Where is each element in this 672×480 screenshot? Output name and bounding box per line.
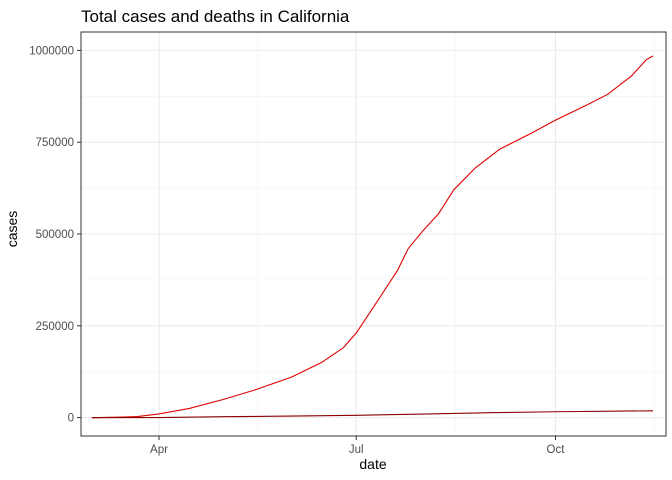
- x-tick-label: Apr: [150, 444, 168, 456]
- y-tick-label: 500000: [36, 229, 74, 241]
- series-layer: [91, 55, 654, 419]
- x-tick-label: Jul: [349, 444, 364, 456]
- x-tick-label: Oct: [547, 444, 566, 456]
- chart-title: Total cases and deaths in California: [81, 7, 350, 26]
- y-axis: 0 250000 500000 750000 1000000: [29, 45, 81, 425]
- y-tick-label: 1000000: [29, 45, 74, 57]
- y-axis-title: cases: [4, 211, 20, 248]
- y-tick-label: 0: [68, 413, 74, 425]
- series-line-deaths: [91, 410, 654, 419]
- grid-lines: [81, 32, 666, 436]
- x-axis: Apr Jul Oct: [150, 436, 565, 456]
- series-line-cases: [91, 55, 654, 419]
- y-tick-label: 750000: [36, 137, 74, 149]
- x-axis-title: date: [359, 456, 386, 472]
- y-tick-label: 250000: [36, 321, 74, 333]
